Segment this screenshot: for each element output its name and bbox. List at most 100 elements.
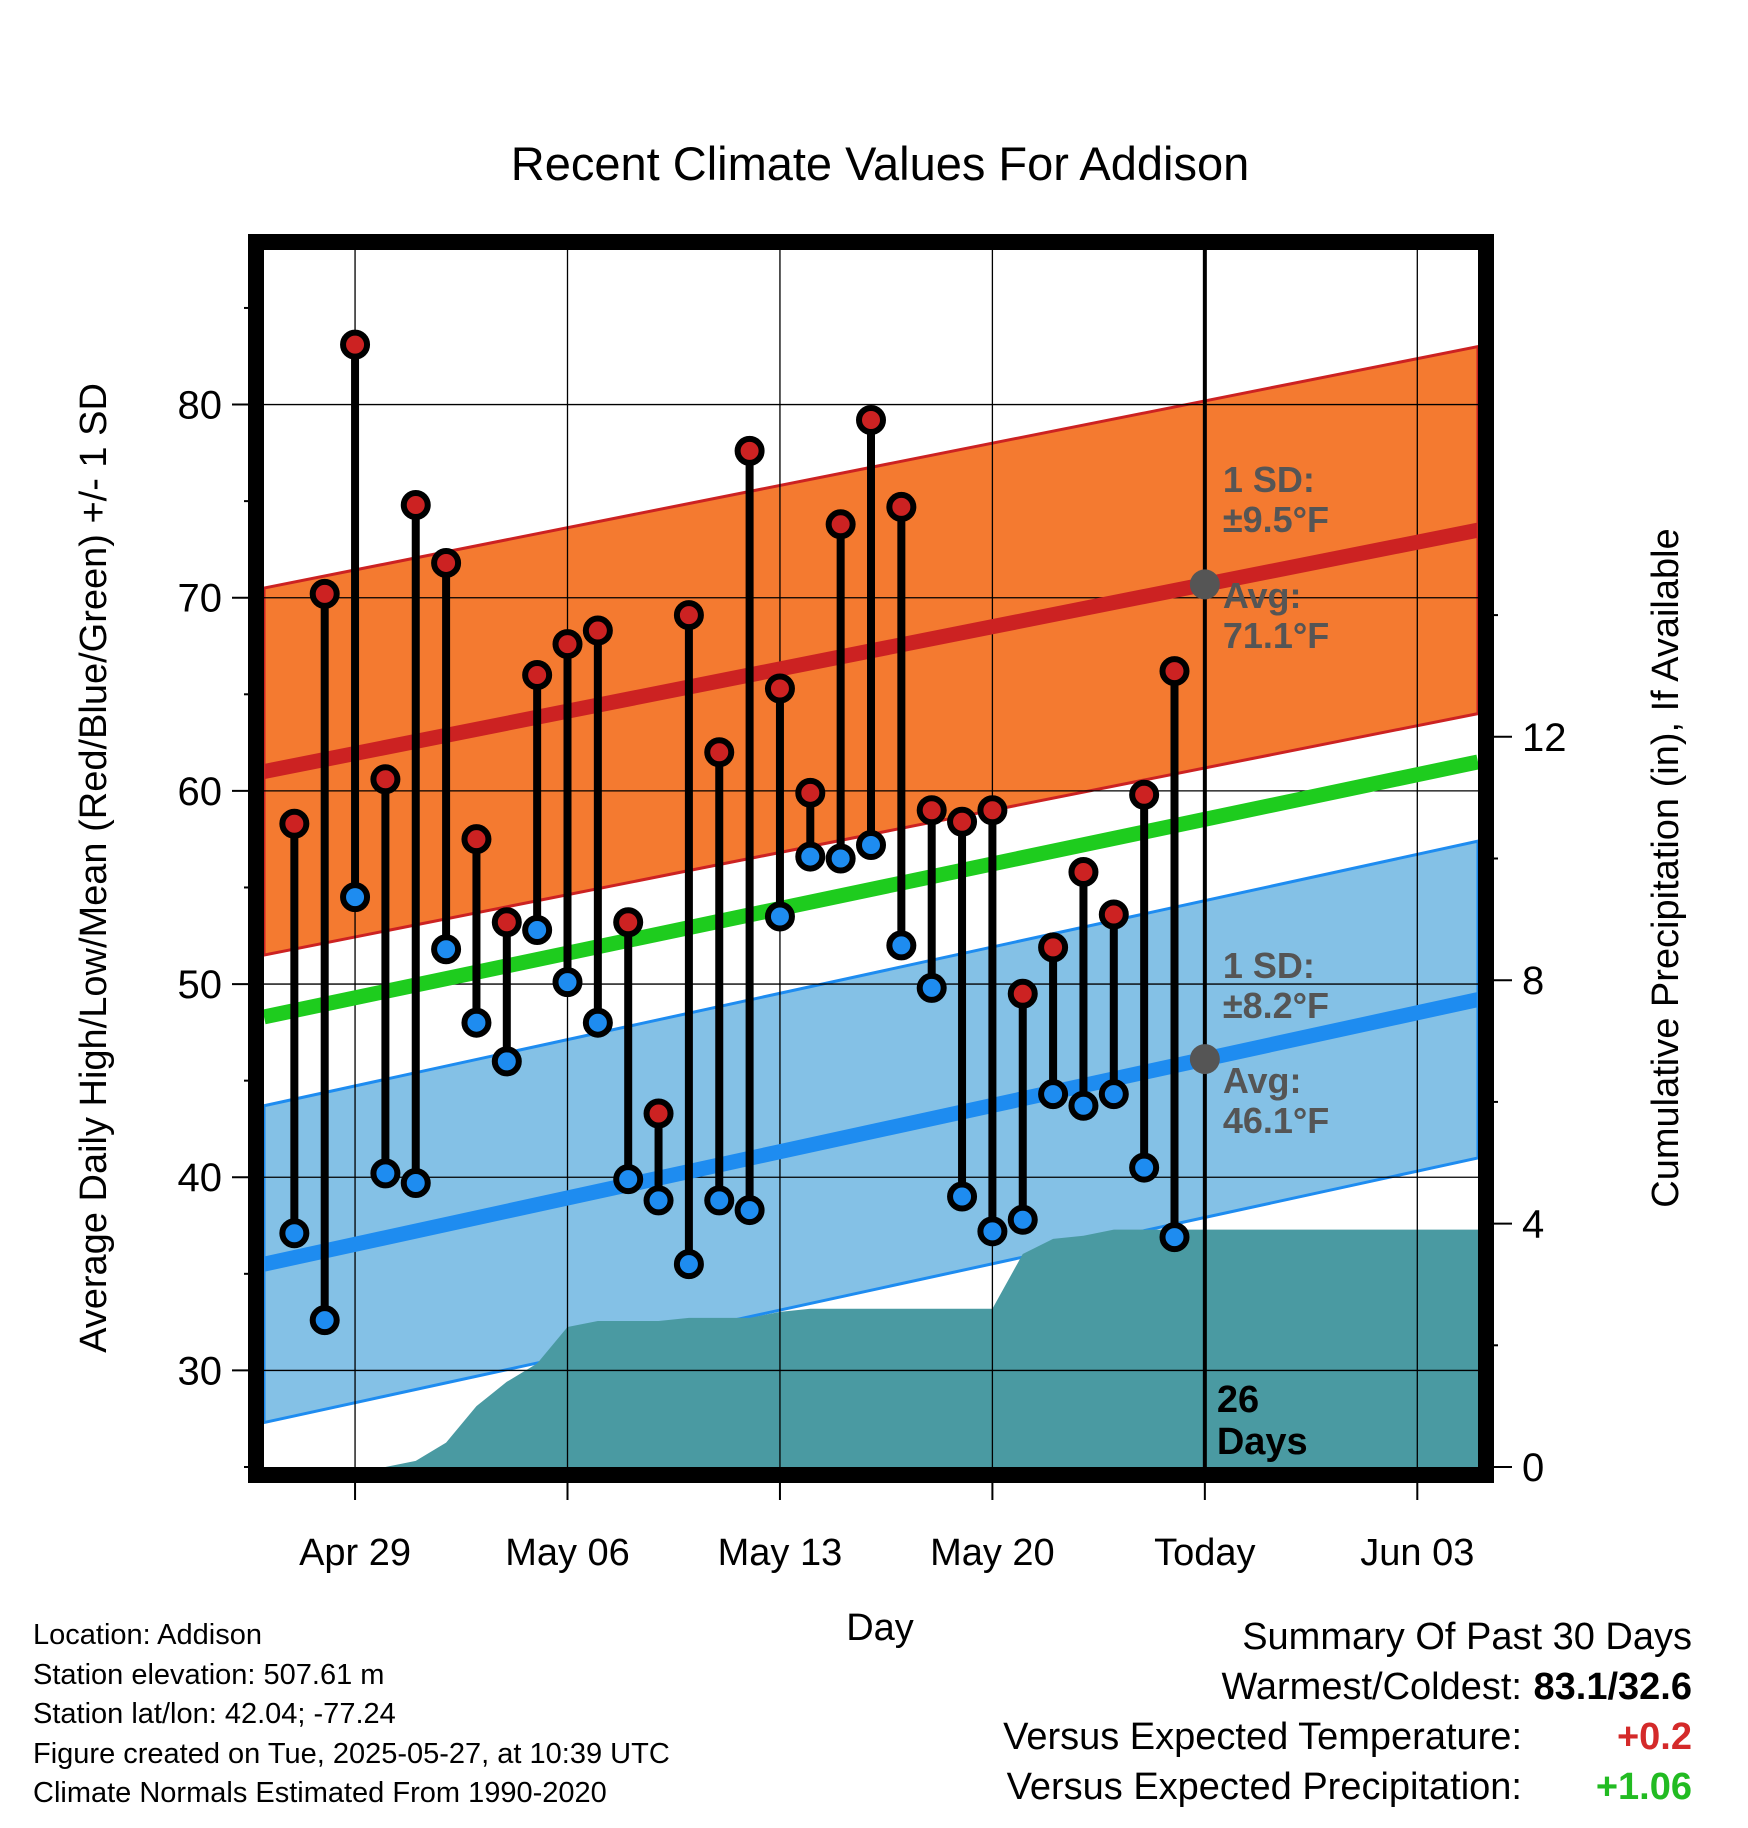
summary-warmest-row: Warmest/Coldest: 83.1/32.6 — [1003, 1662, 1692, 1712]
daily-high-point — [704, 737, 735, 768]
low-avg-marker — [1189, 1044, 1220, 1075]
x-tick-label: Today — [1154, 1532, 1255, 1574]
y-tick-label: 60 — [178, 770, 223, 814]
daily-low-point — [461, 1007, 492, 1038]
daily-high-point — [643, 1098, 674, 1129]
daily-low-point — [977, 1216, 1008, 1247]
daily-low-point — [431, 934, 462, 965]
high-sd-value: ±9.5°F — [1223, 499, 1329, 540]
daily-low-point — [400, 1168, 431, 1199]
summary-temp-row: Versus Expected Temperature: +0.2 — [1003, 1712, 1692, 1762]
daily-low-point — [1159, 1222, 1190, 1253]
daily-high-point — [522, 659, 553, 690]
y-tick-label: 80 — [178, 384, 223, 428]
chart-title: Recent Climate Values For Addison — [511, 137, 1249, 190]
days-count-label: 26 — [1217, 1379, 1259, 1421]
daily-high-point — [795, 777, 826, 808]
daily-low-point — [916, 972, 947, 1003]
location-text: Location: Addison — [33, 1619, 262, 1651]
y-tick-label: 70 — [178, 577, 223, 621]
daily-high-point — [400, 489, 431, 520]
daily-high-point — [613, 907, 644, 938]
x-tick-label: May 20 — [930, 1532, 1055, 1574]
daily-high-point — [947, 806, 978, 837]
y2-tick-label: 12 — [1522, 716, 1567, 760]
y2-tick-label: 8 — [1522, 959, 1544, 1003]
daily-low-point — [522, 914, 553, 945]
daily-low-point — [552, 967, 583, 998]
y-tick-label: 40 — [178, 1156, 223, 1200]
warmest-label: Warmest/Coldest: — [1221, 1666, 1522, 1708]
daily-low-point — [491, 1046, 522, 1077]
y2-tick-label: 4 — [1522, 1203, 1544, 1247]
daily-high-point — [340, 329, 371, 360]
x-tick-label: May 13 — [718, 1532, 843, 1574]
daily-high-point — [673, 600, 704, 631]
daily-high-point — [461, 824, 492, 855]
daily-low-point — [856, 829, 886, 860]
daily-high-point — [825, 509, 856, 540]
daily-low-point — [673, 1249, 704, 1280]
daily-low-point — [734, 1195, 765, 1226]
summary-panel: Summary Of Past 30 Days Warmest/Coldest:… — [1003, 1612, 1692, 1812]
daily-low-point — [1129, 1152, 1160, 1183]
daily-high-point — [916, 795, 947, 826]
daily-high-point — [1159, 656, 1190, 687]
daily-high-point — [1129, 779, 1160, 810]
daily-high-point — [764, 673, 795, 704]
temp-label: Versus Expected Temperature: — [1003, 1716, 1522, 1758]
daily-low-point — [704, 1185, 735, 1216]
x-tick-label: Jun 03 — [1360, 1532, 1474, 1574]
y-tick-label: 50 — [178, 963, 223, 1007]
daily-high-point — [886, 491, 917, 522]
daily-high-point — [491, 907, 522, 938]
precip-label: Versus Expected Precipitation: — [1006, 1766, 1522, 1808]
daily-low-point — [582, 1007, 613, 1038]
daily-high-point — [977, 795, 1008, 826]
daily-low-point — [370, 1158, 401, 1189]
daily-high-point — [1007, 978, 1038, 1009]
daily-low-point — [340, 882, 371, 913]
days-word-label: Days — [1217, 1421, 1308, 1463]
daily-low-point — [1007, 1204, 1038, 1235]
daily-low-point — [279, 1218, 310, 1249]
temp-value: +0.2 — [1616, 1716, 1692, 1758]
daily-high-point — [370, 764, 401, 795]
daily-low-point — [1038, 1079, 1069, 1110]
low-avg-value: 46.1°F — [1223, 1100, 1329, 1141]
x-tick-label: May 06 — [505, 1532, 630, 1574]
low-normal-line — [262, 992, 1480, 1272]
daily-high-point — [1068, 857, 1099, 888]
daily-high-point — [734, 435, 765, 466]
daily-low-point — [309, 1305, 340, 1336]
daily-high-point — [552, 629, 583, 660]
daily-high-point — [1038, 932, 1069, 963]
daily-low-point — [1098, 1079, 1129, 1110]
daily-high-point — [856, 404, 886, 435]
summary-precip-row: Versus Expected Precipitation: +1.06 — [1003, 1762, 1692, 1812]
low-avg-label: Avg: — [1223, 1060, 1302, 1101]
low-sd-value: ±8.2°F — [1223, 985, 1329, 1026]
high-avg-value: 71.1°F — [1223, 615, 1329, 656]
daily-low-point — [1068, 1090, 1099, 1121]
daily-high-point — [309, 578, 340, 609]
y2-tick-label: 0 — [1522, 1446, 1544, 1490]
high-avg-label: Avg: — [1223, 575, 1302, 616]
mean-normal-line — [262, 754, 1480, 1025]
daily-low-point — [947, 1181, 978, 1212]
warmest-value: 83.1/32.6 — [1533, 1666, 1692, 1708]
daily-low-point — [613, 1164, 644, 1195]
x-axis-label: Day — [846, 1607, 914, 1649]
daily-low-point — [764, 901, 795, 932]
y-tick-label: 30 — [178, 1349, 223, 1393]
created-text: Figure created on Tue, 2025-05-27, at 10… — [33, 1737, 670, 1770]
low-sd-label: 1 SD: — [1223, 945, 1315, 986]
station-info: Location: Addison Station elevation: 507… — [33, 1616, 670, 1814]
x-tick-label: Apr 29 — [299, 1532, 411, 1574]
daily-low-point — [795, 841, 826, 872]
latlon-text: Station lat/lon: 42.04; -77.24 — [33, 1698, 396, 1730]
high-avg-marker — [1189, 569, 1220, 600]
high-sd-label: 1 SD: — [1223, 459, 1315, 500]
summary-title: Summary Of Past 30 Days — [1242, 1616, 1692, 1658]
